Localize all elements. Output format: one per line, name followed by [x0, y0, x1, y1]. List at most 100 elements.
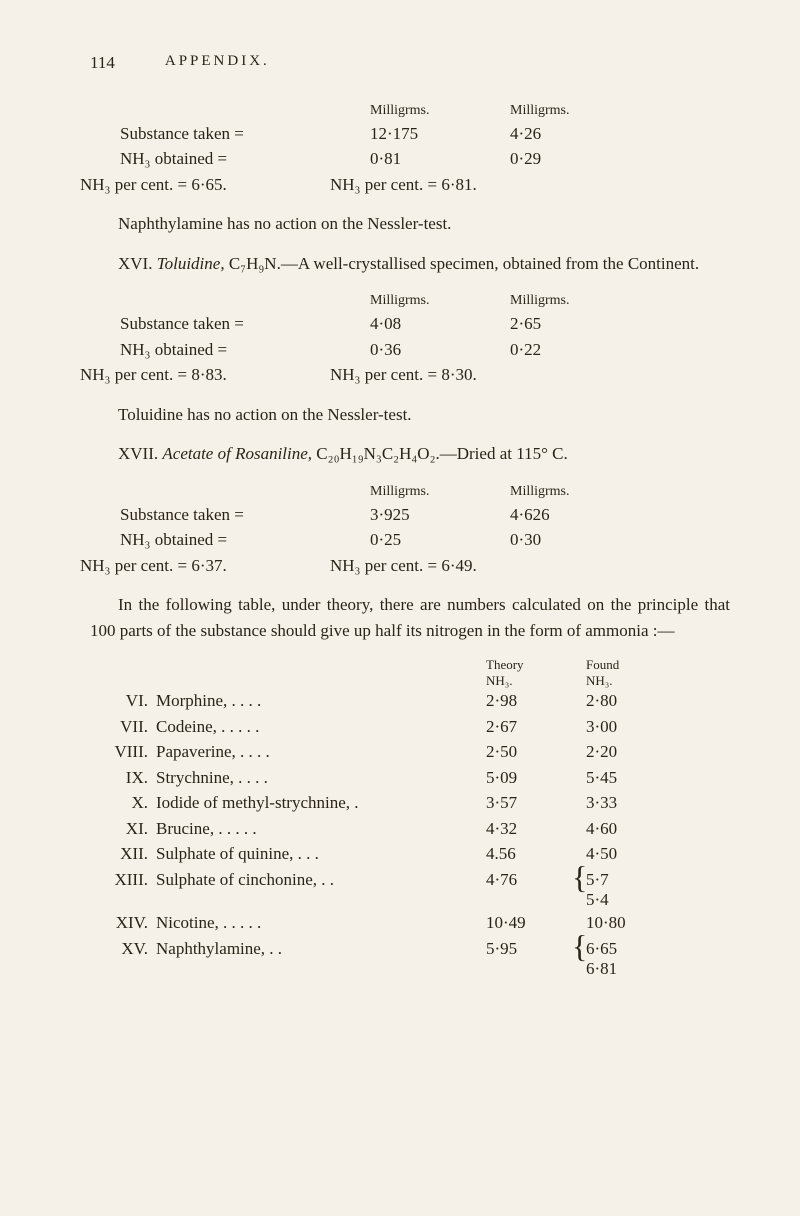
- xvii-post: C₂₀H₁₉N₃C₂H₄O₂.—Dried at 115° C.: [312, 444, 568, 463]
- row-c2: 2·80: [586, 688, 696, 714]
- b2-r1-m: 4·08: [370, 311, 510, 337]
- row-name: Strychnine, . . . .: [156, 765, 486, 791]
- b3-r1-m: 3·925: [370, 502, 510, 528]
- b3-eq-l: NH₃ per cent. = 6·37.: [80, 553, 330, 579]
- b1-eq-r: NH₃ per cent. = 6·81.: [330, 172, 477, 198]
- row-c1: 10·49: [486, 910, 586, 936]
- row-c1: 4·76: [486, 867, 586, 893]
- row-num: IX.: [90, 765, 156, 791]
- row-num: X.: [90, 790, 156, 816]
- th-found-nh3: NH₃.: [586, 673, 696, 689]
- table-row: XI.Brucine, . . . . .4·324·60: [90, 816, 730, 842]
- compound-table: TheoryNH₃. FoundNH₃. VI.Morphine, . . . …: [90, 657, 730, 980]
- row-c2: 10·80: [586, 910, 696, 936]
- row-num: XIV.: [90, 910, 156, 936]
- row-c1: 2·50: [486, 739, 586, 765]
- b2-r2-m: 0·36: [370, 337, 510, 363]
- row-num: VII.: [90, 714, 156, 740]
- b1-r1-m: 12·175: [370, 121, 510, 147]
- table-row: XIV. Nicotine, . . . . . 10·49 10·80: [90, 910, 730, 936]
- b3-r1-l: Substance taken =: [120, 502, 370, 528]
- table-row: XII.Sulphate of quinine, . . .4.564·50: [90, 841, 730, 867]
- row-c2: 4·60: [586, 816, 696, 842]
- b2-r1-r: 2·65: [510, 311, 650, 337]
- row-name: Morphine, . . . .: [156, 688, 486, 714]
- b3-col-mg2: Milligrms.: [510, 481, 650, 502]
- th-theory-nh3: NH₃.: [486, 673, 586, 689]
- xvi-it: Toluidine,: [157, 254, 225, 273]
- row-num: XIII.: [90, 867, 156, 893]
- table-row: VII.Codeine, . . . . .2·673·00: [90, 714, 730, 740]
- row-name: Brucine, . . . . .: [156, 816, 486, 842]
- b2-r2-r: 0·22: [510, 337, 650, 363]
- table-row: VIII.Papaverine, . . . .2·502·20: [90, 739, 730, 765]
- page-header: 114 APPENDIX.: [90, 50, 730, 76]
- b3-r2-l: NH₃ obtained =: [120, 527, 370, 553]
- para-tol: Toluidine has no action on the Nessler-t…: [90, 402, 730, 428]
- table-row: X.Iodide of methyl-strychnine, .3·573·33: [90, 790, 730, 816]
- b2-eq-l: NH₃ per cent. = 8·83.: [80, 362, 330, 388]
- row-c1: 5·95: [486, 936, 586, 962]
- page-number: 114: [90, 50, 115, 76]
- table-row: XIII. Sulphate of cinchonine, . . 4·76 {…: [90, 867, 730, 911]
- row-c2a: 6·65: [586, 939, 696, 959]
- xvi-pre: XVI.: [118, 254, 157, 273]
- b2-col-mg2: Milligrms.: [510, 290, 650, 311]
- row-name: Sulphate of quinine, . . .: [156, 841, 486, 867]
- row-name: Sulphate of cinchonine, . .: [156, 867, 486, 893]
- b3-col-mg: Milligrms.: [370, 481, 510, 502]
- brace-icon: {: [572, 937, 587, 956]
- row-name: Codeine, . . . . .: [156, 714, 486, 740]
- data-block-3: Milligrms. Milligrms. Substance taken = …: [120, 481, 730, 579]
- row-c1: 2·98: [486, 688, 586, 714]
- b3-r1-r: 4·626: [510, 502, 650, 528]
- data-block-2: Milligrms. Milligrms. Substance taken = …: [120, 290, 730, 388]
- row-c1: 4·32: [486, 816, 586, 842]
- b1-r1-r: 4·26: [510, 121, 650, 147]
- row-name: Iodide of methyl-strychnine, .: [156, 790, 486, 816]
- xvii-pre: XVII.: [118, 444, 162, 463]
- b3-r2-r: 0·30: [510, 527, 650, 553]
- b2-r2-l: NH₃ obtained =: [120, 337, 370, 363]
- row-num: VI.: [90, 688, 156, 714]
- table-row: IX.Strychnine, . . . .5·095·45: [90, 765, 730, 791]
- row-c1: 5·09: [486, 765, 586, 791]
- para-naph: Naphthylamine has no action on the Nessl…: [90, 211, 730, 237]
- brace-icon: {: [572, 868, 587, 887]
- row-name: Naphthylamine, . .: [156, 936, 486, 962]
- row-c2a: 5·7: [586, 870, 696, 890]
- xvii-it: Acetate of Rosaniline,: [162, 444, 312, 463]
- data-block-1: Milligrms. Milligrms. Substance taken = …: [120, 100, 730, 198]
- row-c1: 4.56: [486, 841, 586, 867]
- b2-col-mg: Milligrms.: [370, 290, 510, 311]
- section-label: APPENDIX.: [165, 50, 270, 76]
- row-num: XII.: [90, 841, 156, 867]
- b1-r2-m: 0·81: [370, 146, 510, 172]
- th-theory: Theory: [486, 657, 586, 673]
- row-num: XI.: [90, 816, 156, 842]
- table-row: XV. Naphthylamine, . . 5·95 { 6·65 6·81: [90, 936, 730, 980]
- row-c2b: 6·81: [586, 959, 696, 979]
- row-num: XV.: [90, 936, 156, 962]
- row-c1: 2·67: [486, 714, 586, 740]
- b3-eq-r: NH₃ per cent. = 6·49.: [330, 553, 477, 579]
- col-head-mg: Milligrms.: [370, 100, 510, 121]
- row-num: VIII.: [90, 739, 156, 765]
- table-row: VI.Morphine, . . . .2·982·80: [90, 688, 730, 714]
- row-c1: 3·57: [486, 790, 586, 816]
- row-name: Papaverine, . . . .: [156, 739, 486, 765]
- b1-r1-l: Substance taken =: [120, 121, 370, 147]
- b1-r2-r: 0·29: [510, 146, 650, 172]
- para-xvi: XVI. Toluidine, C₇H₉N.—A well-crystallis…: [90, 251, 730, 277]
- th-found: Found: [586, 657, 696, 673]
- row-c2: 4·50: [586, 841, 696, 867]
- col-head-mg2: Milligrms.: [510, 100, 650, 121]
- row-c2: 2·20: [586, 739, 696, 765]
- b3-r2-m: 0·25: [370, 527, 510, 553]
- b2-r1-l: Substance taken =: [120, 311, 370, 337]
- para-xvii: XVII. Acetate of Rosaniline, C₂₀H₁₉N₃C₂H…: [90, 441, 730, 467]
- row-c2: 3·00: [586, 714, 696, 740]
- b1-r2-l: NH₃ obtained =: [120, 146, 370, 172]
- row-c2: 3·33: [586, 790, 696, 816]
- para-table-intro: In the following table, under theory, th…: [90, 592, 730, 643]
